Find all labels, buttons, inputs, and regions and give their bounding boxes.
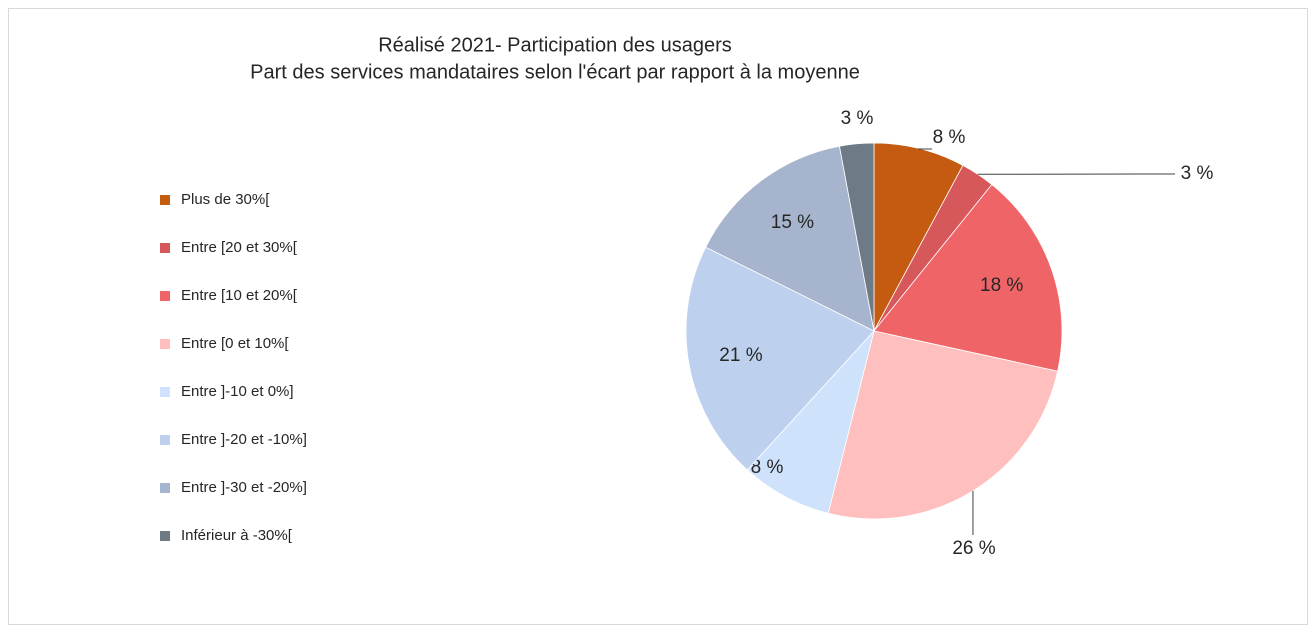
legend-label: Entre [20 et 30%[ xyxy=(181,239,298,256)
legend-swatch xyxy=(160,291,170,301)
legend-swatch xyxy=(160,339,170,349)
chart-title: Réalisé 2021- Participation des usagers xyxy=(378,34,732,56)
legend-label: Entre ]-20 et -10%] xyxy=(181,431,307,448)
data-label: 15 % xyxy=(771,212,814,233)
data-label: 3 % xyxy=(1181,163,1214,184)
legend-label: Entre [0 et 10%[ xyxy=(181,335,289,352)
pie-slice xyxy=(705,145,875,332)
legend-label: Entre ]-10 et 0%] xyxy=(181,383,294,400)
data-label: 18 % xyxy=(980,275,1023,296)
pie-slice xyxy=(838,142,875,332)
pie-slice xyxy=(685,246,875,471)
chart-border xyxy=(8,8,1308,625)
legend-label: Plus de 30%[ xyxy=(181,191,270,208)
data-label: 21 % xyxy=(719,345,762,366)
pie-slice xyxy=(827,330,1059,520)
data-label: 8 % xyxy=(751,457,784,478)
legend-swatch xyxy=(160,387,170,397)
legend-swatch xyxy=(160,483,170,493)
legend-label: Entre [10 et 20%[ xyxy=(181,287,298,304)
chart-subtitle: Part des services mandataires selon l'éc… xyxy=(250,61,860,83)
legend-swatch xyxy=(160,435,170,445)
data-label: 26 % xyxy=(952,538,995,559)
legend-swatch xyxy=(160,243,170,253)
data-label: 3 % xyxy=(841,108,874,129)
pie-slice xyxy=(746,330,875,514)
legend-swatch xyxy=(160,531,170,541)
data-label: 8 % xyxy=(933,127,966,148)
legend-label: Inférieur à -30%[ xyxy=(181,527,293,544)
legend-label: Entre ]-30 et -20%] xyxy=(181,479,307,496)
pie-slice xyxy=(873,183,1063,372)
legend-swatch xyxy=(160,195,170,205)
